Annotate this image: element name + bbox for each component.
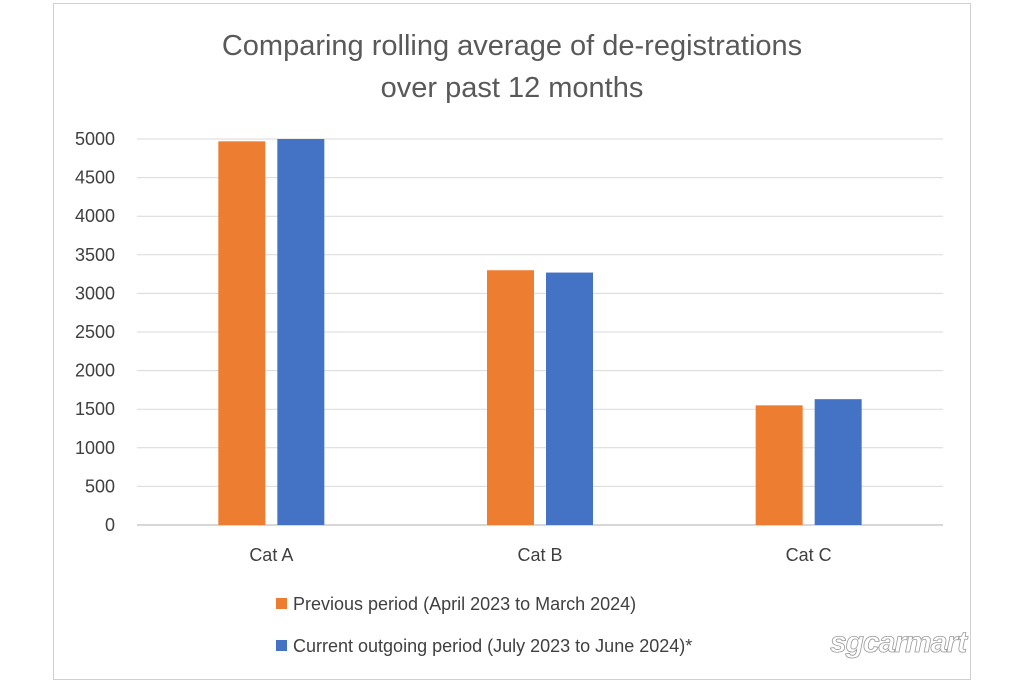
y-axis: 0 500 1000 1500 2000 2500 3000 3500 4000 4500 5000 <box>75 129 115 535</box>
sgcarmart-watermark: sgcarmart <box>830 626 969 659</box>
bar-cat-b-series-2 <box>546 272 593 525</box>
y-tick-label: 500 <box>85 476 115 496</box>
y-tick-label: 4500 <box>75 168 115 188</box>
legend-swatch-1 <box>276 598 287 609</box>
bar-cat-c-series-2 <box>814 399 862 525</box>
legend-label-2: Current outgoing period (July 2023 to Ju… <box>293 636 692 656</box>
x-tick-label: Cat C <box>786 545 832 565</box>
y-tick-label: 0 <box>105 515 115 535</box>
y-tick-label: 4000 <box>75 206 115 226</box>
y-tick-label: 1500 <box>75 399 115 419</box>
y-tick-label: 2500 <box>75 322 115 342</box>
bar-cat-a-series-1 <box>218 141 266 526</box>
y-tick-label: 3000 <box>75 283 115 303</box>
chart-title-line-1: Comparing rolling average of de-registra… <box>222 30 802 62</box>
y-tick-label: 3500 <box>75 245 115 265</box>
bar-cat-c-series-1 <box>755 405 803 525</box>
y-tick-label: 2000 <box>75 361 115 381</box>
chart-title-line-2: over past 12 months <box>381 72 644 104</box>
legend: Previous period (April 2023 to March 202… <box>276 594 692 656</box>
x-axis: Cat A Cat B Cat C <box>249 545 831 565</box>
y-tick-label: 5000 <box>75 129 115 149</box>
x-tick-label: Cat B <box>517 545 562 565</box>
x-tick-label: Cat A <box>249 545 293 565</box>
legend-swatch-2 <box>276 640 287 651</box>
bars <box>218 139 862 526</box>
legend-label-1: Previous period (April 2023 to March 202… <box>293 594 636 614</box>
bar-cat-a-series-2 <box>277 139 325 525</box>
y-tick-label: 1000 <box>75 438 115 458</box>
gridlines <box>137 138 943 526</box>
bar-cat-b-series-1 <box>487 270 534 525</box>
